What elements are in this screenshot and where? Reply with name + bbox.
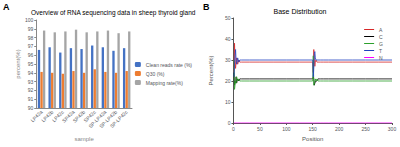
svg-text:T: T xyxy=(379,48,382,54)
svg-text:Base Distribution: Base Distribution xyxy=(274,8,327,15)
svg-text:100: 100 xyxy=(25,17,34,23)
svg-text:90: 90 xyxy=(28,105,34,111)
svg-text:Position: Position xyxy=(302,136,323,142)
svg-text:30: 30 xyxy=(225,57,231,63)
svg-text:SP42b: SP42b xyxy=(71,108,87,124)
svg-text:0: 0 xyxy=(228,120,231,126)
svg-text:20: 20 xyxy=(225,78,231,84)
svg-text:100: 100 xyxy=(282,126,291,132)
svg-text:94: 94 xyxy=(28,70,34,76)
svg-text:SP42a: SP42a xyxy=(60,108,76,124)
svg-text:98: 98 xyxy=(28,35,34,41)
svg-text:Overview of RNA sequencing dat: Overview of RNA sequencing data in sheep… xyxy=(31,9,196,17)
svg-text:SP-LP42a: SP-LP42a xyxy=(87,108,108,130)
svg-text:10: 10 xyxy=(225,99,231,105)
svg-text:Percent(%): Percent(%) xyxy=(208,55,214,85)
svg-text:99: 99 xyxy=(28,26,34,32)
svg-text:50: 50 xyxy=(225,15,231,21)
svg-text:300: 300 xyxy=(388,126,397,132)
svg-text:percent(%): percent(%) xyxy=(15,49,21,78)
svg-text:LP42c: LP42c xyxy=(50,108,65,124)
svg-text:250: 250 xyxy=(361,126,370,132)
svg-text:200: 200 xyxy=(335,126,344,132)
svg-text:A: A xyxy=(3,2,10,12)
svg-text:50: 50 xyxy=(257,126,263,132)
svg-text:sample: sample xyxy=(74,136,94,142)
svg-text:150: 150 xyxy=(309,126,318,132)
svg-text:0: 0 xyxy=(232,126,235,132)
svg-text:SP-LP42b: SP-LP42b xyxy=(97,108,119,130)
svg-text:B: B xyxy=(203,2,210,12)
svg-text:91: 91 xyxy=(28,96,34,102)
svg-text:93: 93 xyxy=(28,79,34,85)
svg-text:N: N xyxy=(379,55,383,61)
svg-text:96: 96 xyxy=(28,52,34,58)
svg-text:G: G xyxy=(379,41,383,47)
svg-text:A: A xyxy=(379,27,383,33)
svg-text:SP42c: SP42c xyxy=(82,108,97,124)
svg-text:SP-LP42c: SP-LP42c xyxy=(109,109,129,129)
svg-text:Q30 (%): Q30 (%) xyxy=(146,71,165,77)
svg-text:92: 92 xyxy=(28,87,34,93)
svg-text:Mapping rate(%): Mapping rate(%) xyxy=(146,80,183,86)
svg-text:C: C xyxy=(379,34,383,40)
svg-text:Clean reads rate (%): Clean reads rate (%) xyxy=(146,62,192,68)
svg-text:40: 40 xyxy=(225,36,231,42)
svg-text:95: 95 xyxy=(28,61,34,67)
svg-text:LP42a: LP42a xyxy=(29,108,44,124)
svg-text:LP42b: LP42b xyxy=(39,108,55,124)
svg-text:97: 97 xyxy=(28,43,34,49)
